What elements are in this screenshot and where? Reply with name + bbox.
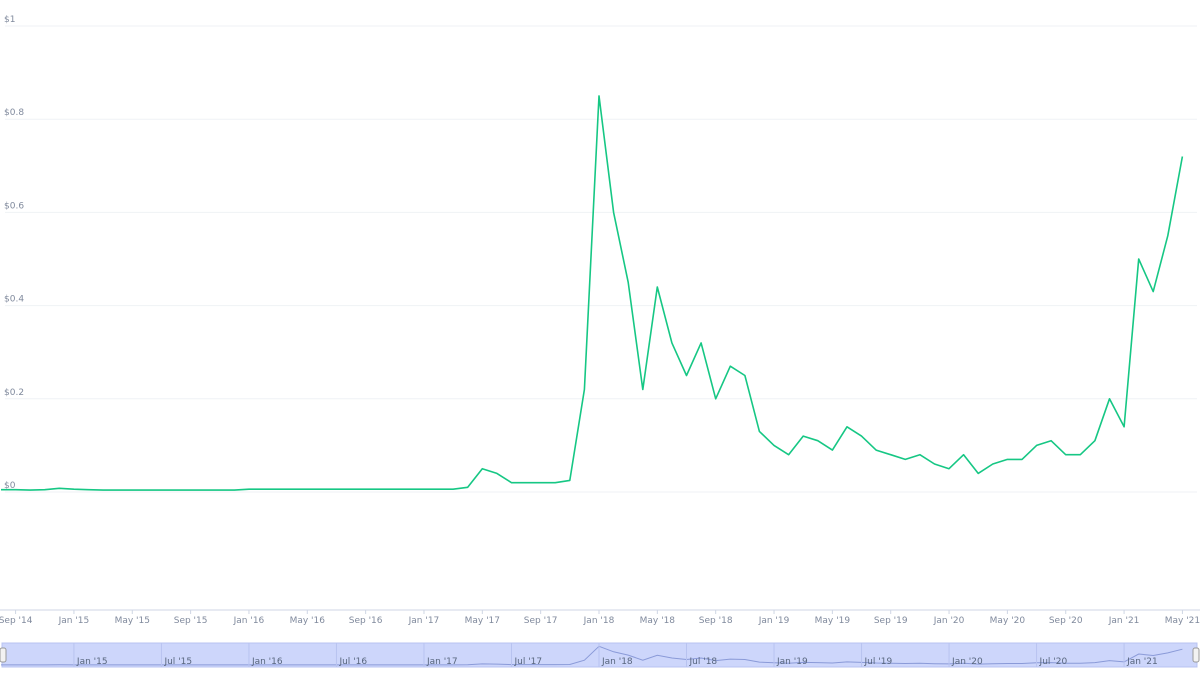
x-tick-label: Jan '19 [758, 616, 790, 626]
navigator-tick-label: Jul '16 [338, 657, 367, 667]
y-tick-label: $1 [4, 15, 15, 25]
x-tick-label: May '19 [815, 616, 851, 626]
navigator-tick-label: Jan '18 [601, 657, 633, 667]
navigator-tick-label: Jul '18 [689, 657, 718, 667]
x-tick-label: Sep '20 [1049, 616, 1083, 626]
navigator-tick-label: Jan '17 [426, 657, 458, 667]
x-tick-label: May '17 [465, 616, 500, 626]
navigator-line [1, 645, 1183, 666]
x-tick-label: Jan '18 [583, 616, 615, 626]
x-tick-label: Sep '19 [874, 616, 908, 626]
y-tick-label: $0.6 [4, 201, 24, 211]
navigator-handle[interactable] [1192, 647, 1200, 663]
x-tick-label: Jan '16 [233, 616, 265, 626]
x-tick-label: May '20 [990, 616, 1026, 626]
navigator-tick-label: Jan '19 [776, 657, 808, 667]
x-tick-label: Jan '17 [408, 616, 440, 626]
x-tick-label: May '15 [115, 616, 150, 626]
price-line [1, 95, 1184, 491]
navigator-tick-label: Jan '16 [251, 657, 283, 667]
x-tick-label: Jan '15 [58, 616, 90, 626]
navigator-tick-label: Jul '20 [1039, 657, 1068, 667]
y-tick-label: $0 [4, 481, 16, 491]
navigator-tick-label: Jan '15 [76, 657, 108, 667]
x-tick-label: Sep '18 [699, 616, 733, 626]
navigator-tick-label: Jul '19 [864, 657, 893, 667]
navigator-tick-label: Jul '17 [513, 657, 542, 667]
x-tick-label: Jan '21 [1108, 616, 1140, 626]
navigator[interactable]: Jan '15 Jul '15 Jan '16 Jul '16 Jan '17 Jul '… [0, 642, 1200, 668]
x-tick-label: Sep '14 [0, 616, 33, 626]
x-tick-label: May '18 [640, 616, 676, 626]
y-tick-label: $0.8 [4, 108, 24, 118]
navigator-handle[interactable] [0, 647, 7, 663]
navigator-tick-label: Jul '15 [163, 657, 192, 667]
x-tick-label: Sep '17 [524, 616, 558, 626]
x-tick-label: Sep '15 [174, 616, 208, 626]
navigator-tick-label: Jan '20 [951, 657, 983, 667]
x-tick-label: Sep '16 [349, 616, 383, 626]
x-tick-label: May '16 [290, 616, 326, 626]
x-tick-label: Jan '20 [933, 616, 965, 626]
x-tick-label: May '21 [1165, 616, 1200, 626]
y-tick-label: $0.2 [4, 388, 24, 398]
navigator-tick-label: Jan '21 [1126, 657, 1158, 667]
y-tick-label: $0.4 [4, 295, 24, 305]
